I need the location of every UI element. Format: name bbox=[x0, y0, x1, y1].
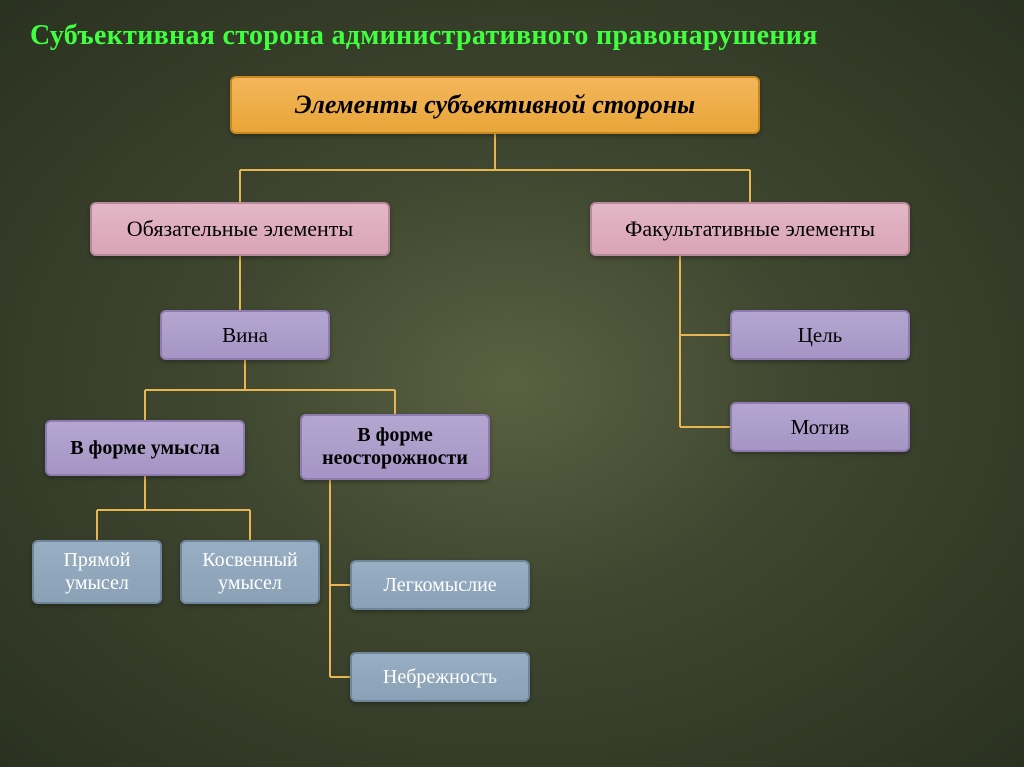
node-root: Элементы субъективной стороны bbox=[230, 76, 760, 134]
node-levity: Легкомыслие bbox=[350, 560, 530, 610]
slide-title: Субъективная сторона административного п… bbox=[30, 20, 818, 52]
node-guilt: Вина bbox=[160, 310, 330, 360]
node-indirect: Косвенный умысел bbox=[180, 540, 320, 604]
node-careless: Небрежность bbox=[350, 652, 530, 702]
node-optional: Факультативные элементы bbox=[590, 202, 910, 256]
node-mandatory: Обязательные элементы bbox=[90, 202, 390, 256]
node-intent: В форме умысла bbox=[45, 420, 245, 476]
node-direct: Прямой умысел bbox=[32, 540, 162, 604]
node-goal: Цель bbox=[730, 310, 910, 360]
node-negligence: В форме неосторожности bbox=[300, 414, 490, 480]
node-motive: Мотив bbox=[730, 402, 910, 452]
